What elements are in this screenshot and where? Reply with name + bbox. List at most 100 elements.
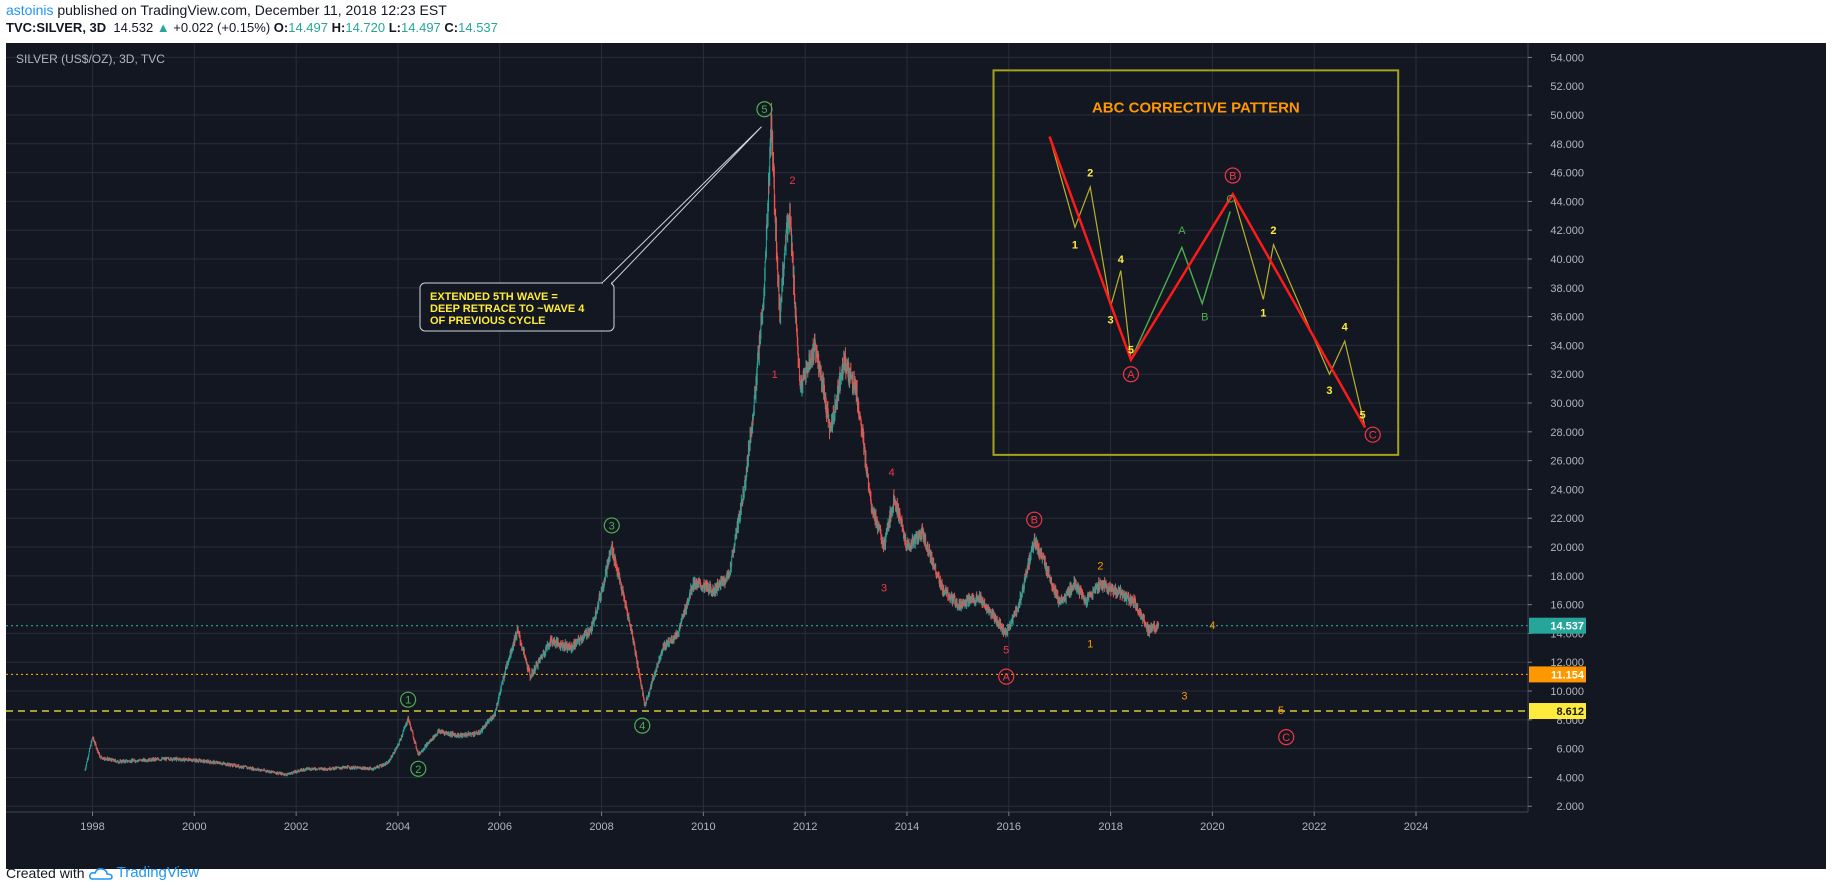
open-label: O: xyxy=(273,20,289,35)
wave-label-circle xyxy=(400,691,417,708)
time-tick-label: 2008 xyxy=(589,821,613,833)
quote-line: TVC:SILVER, 3D 14.532 ▲ +0.022 (+0.15%) … xyxy=(6,19,498,36)
wave-label: 3 xyxy=(1108,314,1114,326)
wave-label: B xyxy=(1201,312,1208,324)
open-value: 14.497 xyxy=(288,20,328,35)
candles xyxy=(84,102,1160,777)
time-tick-label: 2010 xyxy=(691,821,715,833)
price-level-tag xyxy=(1529,703,1586,720)
published-text: published on TradingView.com, December 1… xyxy=(53,2,447,18)
price-level-label: 14.537 xyxy=(1550,621,1584,633)
wave-label: 4 xyxy=(889,467,895,479)
price-tick-label: 30.000 xyxy=(1550,398,1584,410)
wave-label: 2 xyxy=(1087,168,1093,180)
author-link[interactable]: astoinis xyxy=(6,2,54,18)
callout-text: OF PREVIOUS CYCLE xyxy=(430,315,546,327)
price-tick-label: 46.000 xyxy=(1550,168,1584,180)
wave-label: B xyxy=(1031,515,1038,527)
wave-label-circle xyxy=(1026,511,1043,528)
high-label: H: xyxy=(331,20,346,35)
wave-label: 4 xyxy=(1118,254,1125,266)
wave-label: 3 xyxy=(609,520,615,532)
wave-label: 4 xyxy=(639,721,645,733)
wave-label: A xyxy=(1178,225,1186,237)
price-tick-label: 52.000 xyxy=(1550,81,1584,93)
chart-title: SILVER (US$/OZ), 3D, TVC xyxy=(16,52,165,66)
high-value: 14.720 xyxy=(345,20,386,35)
wave-label: 1 xyxy=(1260,307,1266,319)
wave-label-circle xyxy=(1278,729,1295,746)
up-arrow-icon: ▲ xyxy=(156,20,170,35)
price-tick-label: 54.000 xyxy=(1550,52,1584,64)
wave-label: 1 xyxy=(772,369,778,381)
price-level-tag xyxy=(1529,666,1586,683)
wave-label: B xyxy=(1229,170,1236,182)
wave-label: C xyxy=(1282,732,1290,744)
tradingview-cloud-icon xyxy=(88,867,113,880)
wave-label: 2 xyxy=(1097,561,1103,573)
wave-label: 1 xyxy=(1072,240,1078,252)
wave-label-circle xyxy=(1364,426,1381,443)
time-tick-label: 2004 xyxy=(386,821,410,833)
time-tick-label: 2016 xyxy=(997,821,1021,833)
wave-label-circle xyxy=(1224,167,1241,184)
abc-green-wave xyxy=(1130,211,1231,361)
price-level-label: 8.612 xyxy=(1556,706,1584,718)
time-tick-label: 2018 xyxy=(1098,821,1122,833)
wave-label: C xyxy=(1369,430,1377,442)
callout-text: EXTENDED 5TH WAVE = xyxy=(430,291,558,303)
price-tick-label: 2.000 xyxy=(1556,801,1584,813)
wave-label: A xyxy=(1003,672,1011,684)
time-tick-label: 2002 xyxy=(284,821,308,833)
time-axis[interactable]: 1998 2000 2002 2004 2006 2008 2010 2012 2014 2016… xyxy=(6,811,1528,833)
time-tick-label: 2000 xyxy=(182,821,206,833)
time-tick-label: 2012 xyxy=(793,821,817,833)
price-tick-label: 16.000 xyxy=(1550,600,1584,612)
price-tick-label: 32.000 xyxy=(1550,369,1584,381)
abc-red-wave xyxy=(1048,136,1367,429)
price-tick-label: 4.000 xyxy=(1556,772,1584,784)
wave-label-circle xyxy=(603,517,620,534)
chart-background xyxy=(6,43,1826,869)
time-tick-label: 2020 xyxy=(1200,821,1224,833)
price-tick-label: 50.000 xyxy=(1550,110,1584,122)
wave-label-circle xyxy=(998,668,1015,685)
created-with-text: Created with xyxy=(6,864,85,881)
wave-label: 3 xyxy=(1181,690,1187,702)
price-tick-label: 28.000 xyxy=(1550,427,1584,439)
wave-label: 2 xyxy=(415,764,421,776)
low-value: 14.497 xyxy=(401,20,441,35)
price-tick-label: 6.000 xyxy=(1556,744,1584,756)
price-tick-label: 26.000 xyxy=(1550,456,1584,468)
last-price: 14.532 xyxy=(113,20,154,35)
wave-label: 3 xyxy=(881,582,887,594)
wave-labels: 1 2 3 4 5 2 1 4 3 5 A B 2 1 4 3 5 C xyxy=(400,101,1295,777)
footer: Created with TradingView xyxy=(6,864,199,881)
price-tick-label: 20.000 xyxy=(1550,542,1584,554)
horizontal-lines xyxy=(6,625,1528,712)
callout-frame xyxy=(419,282,615,332)
price-tick-label: 42.000 xyxy=(1550,225,1584,237)
price-tick-label: 44.000 xyxy=(1550,196,1584,208)
price-axis[interactable]: 2.0004.0006.0008.00010.00012.00014.00016… xyxy=(1527,43,1586,813)
wave-label: 1 xyxy=(405,695,411,707)
price-tick-label: 18.000 xyxy=(1550,571,1584,583)
price-tick-label: 36.000 xyxy=(1550,312,1584,324)
close-value: 14.537 xyxy=(458,20,498,35)
wave-label: 2 xyxy=(789,175,795,187)
price-level-tag xyxy=(1529,617,1586,634)
symbol-label: TVC:SILVER, 3D xyxy=(6,20,107,35)
wave-label-circle xyxy=(1122,366,1140,383)
price-tick-label: 10.000 xyxy=(1550,686,1584,698)
change-value: +0.022 (+0.15%) xyxy=(173,20,271,35)
price-tick-label: 12.000 xyxy=(1550,657,1584,669)
wave-label-circle xyxy=(634,717,651,734)
wave-label: 2 xyxy=(1270,225,1276,237)
price-tick-label: 22.000 xyxy=(1550,513,1584,525)
tradingview-logo-text[interactable]: TradingView xyxy=(116,864,200,881)
publish-line: astoinis published on TradingView.com, D… xyxy=(6,2,498,19)
grid-lines xyxy=(6,43,1528,812)
callout-text: DEEP RETRACE TO ~WAVE 4 xyxy=(430,303,585,315)
